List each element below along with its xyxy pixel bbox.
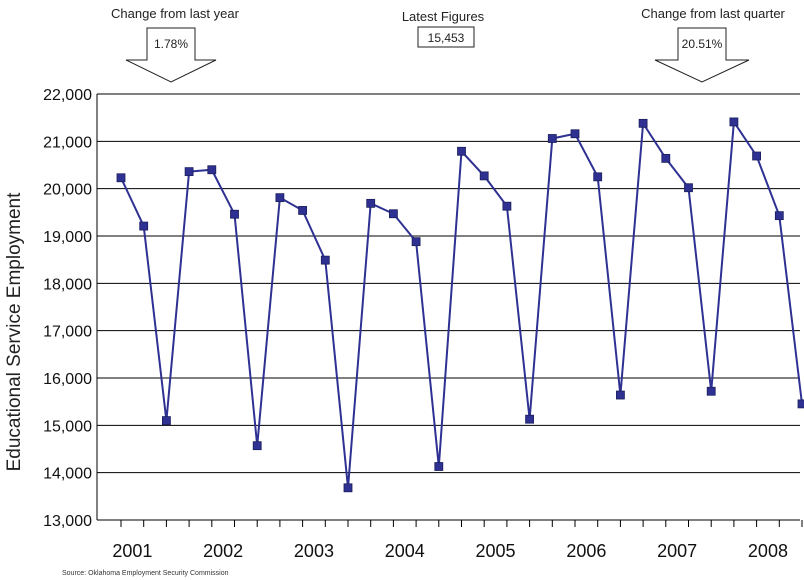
change-last-quarter-callout: Change from last quarter 20.51% [641,6,786,83]
data-point [797,399,804,409]
data-point [570,129,580,139]
down-arrow-icon [125,27,217,83]
data-point [479,171,489,181]
x-tick-label: 2006 [566,541,606,561]
data-point [706,386,716,396]
x-tick-label: 2003 [294,541,334,561]
y-tick-label: 18,000 [43,276,92,293]
data-point [320,255,330,265]
y-tick-labels: 13,000 14,000 15,000 16,000 17,000 18,000 19,0… [43,87,92,530]
y-tick-label: 20,000 [43,182,92,199]
x-tick-label: 2002 [203,541,243,561]
data-point [525,414,534,424]
change-last-quarter-label: Change from last quarter [641,6,785,21]
change-last-quarter-value: 20.51% [682,37,723,51]
x-tick-label: 2005 [476,541,516,561]
latest-figures-box [417,26,475,48]
y-tick-label: 22,000 [43,87,92,104]
data-point [161,416,171,426]
data-point [434,462,444,471]
y-tick-label: 21,000 [43,134,92,151]
data-point [729,117,739,127]
y-axis-label: Educational Service Employment [4,192,25,472]
change-last-year-callout: Change from last year 1.78% [111,6,240,83]
down-arrow-icon [654,27,750,83]
data-point [343,483,353,493]
y-tick-label: 17,000 [43,324,92,341]
data-point [230,209,239,219]
y-tick-label: 19,000 [43,229,92,246]
data-point [638,118,648,128]
data-point [616,390,625,400]
y-tick-label: 15,000 [43,418,92,435]
data-point [457,146,466,156]
data-point [275,193,285,203]
data-point [684,183,693,193]
data-point [139,221,149,231]
data-point [184,167,194,177]
x-tick-label: 2001 [112,541,152,561]
x-tick-labels: 2001 2002 2003 2004 2005 2006 2007 2008 [112,541,788,561]
y-tick-label: 16,000 [43,371,92,388]
data-point [593,172,603,182]
data-point [411,237,421,247]
y-tick-label: 13,000 [43,513,92,530]
data-point [298,206,308,215]
data-point [661,153,671,163]
x-tick-label: 2004 [385,541,425,561]
series-employment [116,117,804,493]
x-tick-label: 2008 [748,541,788,561]
data-point [207,165,217,175]
data-point [366,198,376,208]
data-point [774,211,784,221]
source-note: Source: Oklahoma Employment Security Com… [62,570,229,577]
data-point [502,201,512,211]
data-point [252,441,262,451]
data-point [388,209,398,219]
y-tick-label: 14,000 [43,466,92,483]
latest-figures-label: Latest Figures [402,9,485,24]
change-last-year-label: Change from last year [111,6,240,21]
data-point [547,134,557,143]
latest-figures-callout: Latest Figures 15,453 [402,9,485,48]
data-point [752,151,761,161]
change-last-year-value: 1.78% [154,37,188,51]
latest-figures-value: 15,453 [428,31,465,45]
data-point [116,173,126,183]
x-tick-label: 2007 [657,541,697,561]
series-line [120,118,803,488]
